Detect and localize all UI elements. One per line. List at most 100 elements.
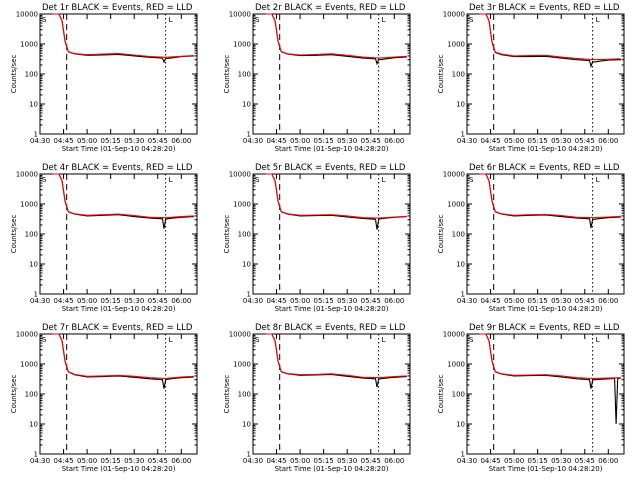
x-tick-label: 06:00 <box>384 297 404 305</box>
y-tick-label: 100 <box>452 231 465 239</box>
y-tick-label: 10 <box>456 261 465 269</box>
y-axis-label: Counts/sec <box>223 55 231 94</box>
x-tick-label: 05:15 <box>314 137 334 145</box>
x-tick-label: 04:30 <box>243 457 263 465</box>
corner-label-left: S <box>469 16 474 24</box>
x-tick-label: 05:00 <box>504 457 524 465</box>
events-line <box>52 13 194 64</box>
y-axis-label: Counts/sec <box>10 215 18 254</box>
lld-line <box>479 333 621 379</box>
x-axis-label: Start Time (01-Sep-10 04:28:20) <box>275 305 389 313</box>
x-tick-label: 05:45 <box>575 137 595 145</box>
x-axis-label: Start Time (01-Sep-10 04:28:20) <box>62 465 176 473</box>
x-tick-label: 05:15 <box>101 297 121 305</box>
corner-label-right: L <box>382 16 386 24</box>
y-tick-label: 10000 <box>16 171 38 179</box>
x-tick-label: 05:15 <box>528 137 548 145</box>
panel-title: Det 6r BLACK = Events, RED = LLD <box>469 163 620 173</box>
x-tick-label: 06:00 <box>384 457 404 465</box>
events-line <box>479 173 621 229</box>
x-tick-label: 04:45 <box>266 297 286 305</box>
x-tick-label: 05:30 <box>551 137 571 145</box>
corner-label-right: L <box>596 16 600 24</box>
x-tick-label: 05:15 <box>101 457 121 465</box>
corner-label-left: S <box>469 176 474 184</box>
x-tick-label: 06:00 <box>171 457 191 465</box>
lld-line <box>479 13 621 61</box>
y-axis-label: Counts/sec <box>10 375 18 414</box>
corner-label-left: S <box>42 336 47 344</box>
x-tick-label: 06:00 <box>598 137 618 145</box>
y-tick-label: 10000 <box>443 171 465 179</box>
x-tick-label: 05:30 <box>124 457 144 465</box>
x-tick-label: 05:15 <box>314 457 334 465</box>
y-tick-label: 10 <box>456 421 465 429</box>
corner-label-left: S <box>42 176 47 184</box>
events-line <box>265 333 407 388</box>
panel-title: Det 7r BLACK = Events, RED = LLD <box>42 323 193 333</box>
x-tick-label: 04:45 <box>480 137 500 145</box>
panel-8: Det 8r BLACK = Events, RED = LLD 1 10 100 10… <box>223 323 411 473</box>
x-axis-label: Start Time (01-Sep-10 04:28:20) <box>489 465 603 473</box>
x-tick-label: 05:45 <box>575 457 595 465</box>
x-tick-label: 05:30 <box>337 137 357 145</box>
corner-label-right: L <box>169 16 173 24</box>
corner-label-left: S <box>42 16 47 24</box>
events-line <box>265 173 407 230</box>
panel-title: Det 8r BLACK = Events, RED = LLD <box>255 323 406 333</box>
x-tick-label: 04:45 <box>53 297 73 305</box>
lld-line <box>52 13 194 58</box>
x-tick-label: 05:45 <box>575 297 595 305</box>
y-tick-label: 100 <box>25 71 38 79</box>
x-tick-label: 04:30 <box>457 457 477 465</box>
x-tick-label: 06:00 <box>171 297 191 305</box>
panel-5: Det 5r BLACK = Events, RED = LLD 1 10 100 10… <box>223 163 411 313</box>
corner-label-right: L <box>596 336 600 344</box>
panel-9: Det 9r BLACK = Events, RED = LLD 1 10 100 10… <box>437 323 625 473</box>
y-tick-label: 100 <box>25 231 38 239</box>
y-axis-label: Counts/sec <box>437 55 445 94</box>
x-tick-label: 05:00 <box>290 137 310 145</box>
x-tick-label: 05:00 <box>290 457 310 465</box>
x-tick-label: 05:15 <box>528 297 548 305</box>
panel-1: Det 1r BLACK = Events, RED = LLD 1 10 100 10… <box>10 3 198 153</box>
corner-label-left: S <box>469 336 474 344</box>
x-axis-label: Start Time (01-Sep-10 04:28:20) <box>275 465 389 473</box>
y-tick-label: 1 <box>247 131 251 139</box>
x-tick-label: 04:30 <box>457 297 477 305</box>
x-tick-label: 04:30 <box>30 297 50 305</box>
y-tick-label: 1000 <box>20 361 38 369</box>
x-axis-label: Start Time (01-Sep-10 04:28:20) <box>62 305 176 313</box>
y-tick-label: 1000 <box>233 41 251 49</box>
x-tick-label: 05:15 <box>101 137 121 145</box>
lld-line <box>52 173 194 219</box>
panel-7: Det 7r BLACK = Events, RED = LLD 1 10 100 10… <box>10 323 198 473</box>
events-line <box>479 333 621 425</box>
y-tick-label: 100 <box>452 71 465 79</box>
lld-line <box>265 13 407 59</box>
y-tick-label: 1000 <box>233 201 251 209</box>
y-tick-label: 1000 <box>447 361 465 369</box>
events-line <box>52 333 194 389</box>
corner-label-right: L <box>382 336 386 344</box>
x-tick-label: 05:30 <box>551 297 571 305</box>
x-tick-label: 06:00 <box>171 137 191 145</box>
x-tick-label: 05:00 <box>77 137 97 145</box>
x-axis-label: Start Time (01-Sep-10 04:28:20) <box>489 145 603 153</box>
x-axis-label: Start Time (01-Sep-10 04:28:20) <box>62 145 176 153</box>
corner-label-left: S <box>255 16 260 24</box>
y-tick-label: 10 <box>242 421 251 429</box>
corner-label-left: S <box>255 176 260 184</box>
panel-title: Det 5r BLACK = Events, RED = LLD <box>255 163 406 173</box>
panel-title: Det 3r BLACK = Events, RED = LLD <box>469 3 620 13</box>
corner-label-right: L <box>382 176 386 184</box>
x-tick-label: 04:45 <box>266 137 286 145</box>
panel-3: Det 3r BLACK = Events, RED = LLD 1 10 100 10… <box>437 3 625 153</box>
x-tick-label: 04:30 <box>243 297 263 305</box>
lld-line <box>52 333 194 379</box>
x-axis-label: Start Time (01-Sep-10 04:28:20) <box>489 305 603 313</box>
y-tick-label: 1 <box>34 451 38 459</box>
x-tick-label: 05:30 <box>551 457 571 465</box>
x-tick-label: 05:00 <box>77 297 97 305</box>
